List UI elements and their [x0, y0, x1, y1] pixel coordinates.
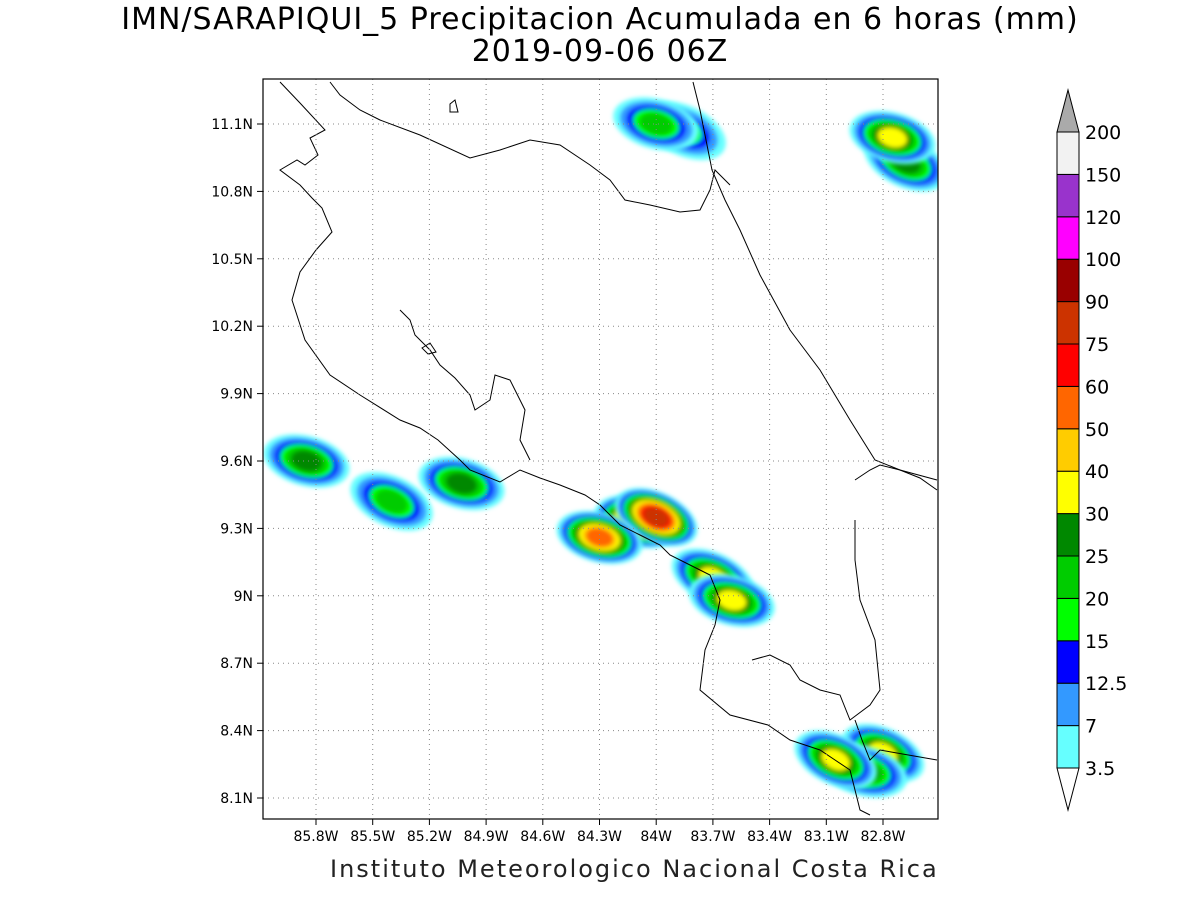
precipitation-field: [263, 97, 938, 798]
border-nicaragua: [329, 81, 731, 213]
legend-swatch: [1056, 470, 1080, 515]
lat-label: 9.6N: [220, 454, 253, 470]
precip-cell: [613, 97, 700, 151]
legend-swatch: [1056, 385, 1080, 430]
legend-label: 120: [1085, 207, 1121, 229]
lon-label: 83.1W: [804, 829, 849, 845]
legend-label: 150: [1085, 164, 1121, 186]
legend-label: 60: [1085, 376, 1109, 398]
precip-cell: [418, 456, 505, 511]
legend-swatch: [1056, 597, 1080, 642]
lat-label: 9.9N: [220, 387, 253, 403]
legend-swatch: [1056, 555, 1080, 599]
legend-label: 100: [1085, 249, 1121, 271]
precip-cell: [849, 110, 936, 165]
lon-label: 85.5W: [350, 829, 395, 845]
lake-outline: [421, 342, 437, 355]
lon-label: 84.9W: [464, 829, 509, 845]
lat-label: 10.2N: [211, 319, 253, 335]
legend-swatch: [1056, 343, 1080, 387]
lat-label: 9N: [234, 589, 253, 605]
legend-top-cap: [1056, 88, 1080, 133]
coastline-north: [279, 81, 871, 816]
lon-label: 84.3W: [577, 829, 622, 845]
color-legend: 3.5 7 12.5 15 20 25 30 40 50 60 75 90 100 120 150 200: [1056, 88, 1127, 812]
legend-swatch: [1056, 258, 1080, 303]
precip-contour: [877, 127, 908, 148]
precip-cell: [556, 510, 643, 565]
legend-label: 25: [1085, 546, 1109, 568]
lat-label: 10.5N: [211, 252, 253, 268]
precip-cell: [350, 472, 433, 531]
precip-cell: [688, 573, 775, 627]
burica: [854, 719, 938, 761]
legend-label: 7: [1085, 716, 1097, 738]
lat-label: 8.4N: [220, 724, 253, 740]
lon-label: 85.8W: [293, 829, 338, 845]
precip-contour: [585, 527, 614, 547]
legend-bottom-cap: [1056, 767, 1080, 812]
legend-swatch: [1056, 428, 1080, 472]
precip-contour: [446, 472, 477, 494]
legend-swatch: [1056, 513, 1080, 557]
lon-label: 82.8W: [860, 829, 905, 845]
lon-label: 84W: [640, 829, 672, 845]
map-title: IMN/SARAPIQUI_5 Precipitacion Acumulada …: [121, 2, 1079, 37]
lon-label: 85.2W: [407, 829, 452, 845]
legend-label: 15: [1085, 631, 1109, 653]
legend-swatch: [1056, 301, 1080, 345]
latitude-labels: 11.1N 10.8N 10.5N 10.2N 9.9N 9.6N 9.3N 9N 8.7N 8.…: [211, 117, 253, 807]
precip-cell: [263, 434, 350, 488]
legend-swatch: [1056, 725, 1080, 769]
legend-label: 200: [1085, 122, 1121, 144]
legend-label: 90: [1085, 292, 1109, 314]
legend-label: 75: [1085, 334, 1109, 356]
precip-cell: [794, 730, 878, 790]
precip-cell: [614, 487, 698, 547]
legend-label: 30: [1085, 504, 1109, 526]
border-panama: [854, 464, 938, 491]
lon-label: 84.6W: [520, 829, 565, 845]
precip-contour: [643, 507, 669, 527]
legend-label: 40: [1085, 461, 1109, 483]
legend-swatch: [1056, 682, 1080, 727]
legend-swatch: [1056, 131, 1080, 175]
precip-contour: [291, 450, 322, 472]
legend-label: 12.5: [1085, 673, 1127, 695]
precip-contour: [717, 590, 747, 611]
peninsula-osa: [751, 520, 881, 721]
plot-frame: [262, 78, 939, 820]
longitude-labels: 85.8W 85.5W 85.2W 84.9W 84.6W 84.3W 84W 83.7W 83…: [293, 829, 905, 845]
footer-credit: Instituto Meteorologico Nacional Costa R…: [330, 855, 939, 883]
legend-swatch: [1056, 173, 1080, 218]
lat-label: 8.1N: [220, 791, 253, 807]
precip-contour: [375, 489, 408, 514]
coastline-caribbean: [692, 81, 938, 481]
islet: [449, 99, 459, 113]
map-subtitle: 2019-09-06 06Z: [471, 34, 729, 69]
lat-lon-grid: [257, 79, 938, 825]
lat-label: 8.7N: [220, 656, 253, 672]
legend-label: 3.5: [1085, 758, 1115, 780]
coastline-borders: [279, 81, 938, 816]
lon-label: 83.4W: [747, 829, 792, 845]
coastline-nicoya: [399, 309, 531, 461]
legend-swatch: [1056, 216, 1080, 260]
legend-label: 20: [1085, 588, 1109, 610]
lat-label: 10.8N: [211, 184, 253, 200]
legend-label: 50: [1085, 419, 1109, 441]
lat-label: 9.3N: [220, 521, 253, 537]
legend-swatch: [1056, 640, 1080, 684]
lon-label: 83.7W: [690, 829, 735, 845]
lat-label: 11.1N: [211, 117, 253, 133]
